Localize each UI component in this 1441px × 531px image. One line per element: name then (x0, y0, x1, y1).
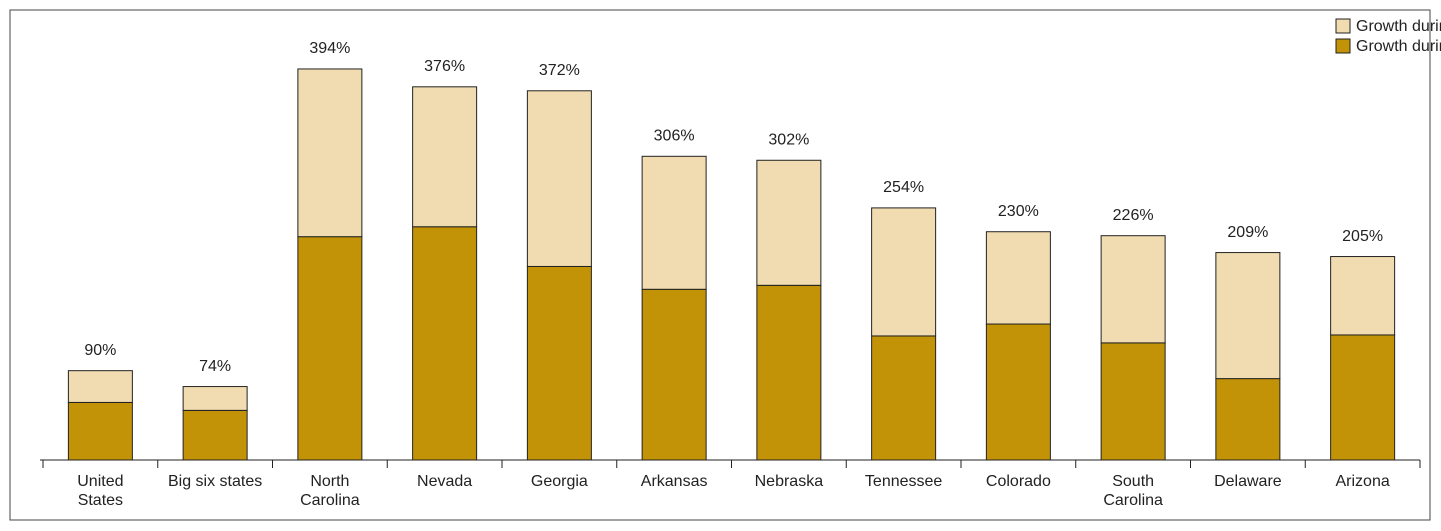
x-tick-label: Arizona (1335, 473, 1390, 490)
bar-segment (985, 323, 1051, 461)
total-label: 394% (309, 40, 350, 57)
x-tick-label: South Carolina (1103, 473, 1163, 509)
bar-segment (297, 236, 363, 461)
bar-segment (1215, 378, 1281, 461)
legend-label: Growth during 2000–06 (1356, 18, 1441, 35)
bar-segment (1100, 235, 1166, 344)
bar-segment (756, 159, 822, 286)
x-tick-label: Nevada (417, 473, 473, 490)
legend-swatch (1335, 38, 1351, 54)
bar-segment (1330, 334, 1396, 461)
bar-segment (526, 90, 592, 267)
bar-segment (1100, 342, 1166, 461)
bar-segment (182, 386, 248, 411)
total-label: 90% (84, 342, 116, 359)
total-label: 302% (768, 131, 809, 148)
x-tick-label: Georgia (530, 473, 588, 490)
x-tick-label: North Carolina (300, 473, 360, 509)
bar-segment (182, 409, 248, 461)
frame (9, 9, 1431, 521)
bar-segment (67, 370, 133, 403)
bar-segment (641, 155, 707, 290)
bar-segment (67, 401, 133, 461)
total-label: 306% (654, 128, 695, 145)
bar-segment (756, 284, 822, 461)
total-label: 376% (424, 58, 465, 75)
total-label: 205% (1342, 228, 1383, 245)
bar-segment (297, 68, 363, 238)
bar-segment (641, 288, 707, 461)
x-tick-label: Colorado (985, 473, 1051, 490)
legend-swatch (1335, 18, 1351, 34)
x-tick-label: Delaware (1214, 473, 1282, 490)
bar-segment (526, 265, 592, 461)
bar-segment (412, 226, 478, 461)
total-label: 254% (883, 179, 924, 196)
x-tick-label: United States (77, 473, 124, 509)
bar-segment (871, 335, 937, 461)
legend-label: Growth during 1990–2000 (1356, 38, 1441, 55)
total-label: 209% (1227, 224, 1268, 241)
x-tick-label: Tennessee (864, 473, 943, 490)
x-tick-label: Big six states (167, 473, 263, 490)
bar-segment (1215, 252, 1281, 380)
total-label: 74% (199, 358, 231, 375)
x-tick-label: Nebraska (754, 473, 824, 490)
total-label: 372% (539, 62, 580, 79)
bar-segment (985, 231, 1051, 325)
x-tick-label: Arkansas (640, 473, 708, 490)
bar-segment (1330, 256, 1396, 336)
total-label: 226% (1113, 207, 1154, 224)
bar-segment (871, 207, 937, 337)
bar-segment (412, 86, 478, 228)
total-label: 230% (998, 203, 1039, 220)
